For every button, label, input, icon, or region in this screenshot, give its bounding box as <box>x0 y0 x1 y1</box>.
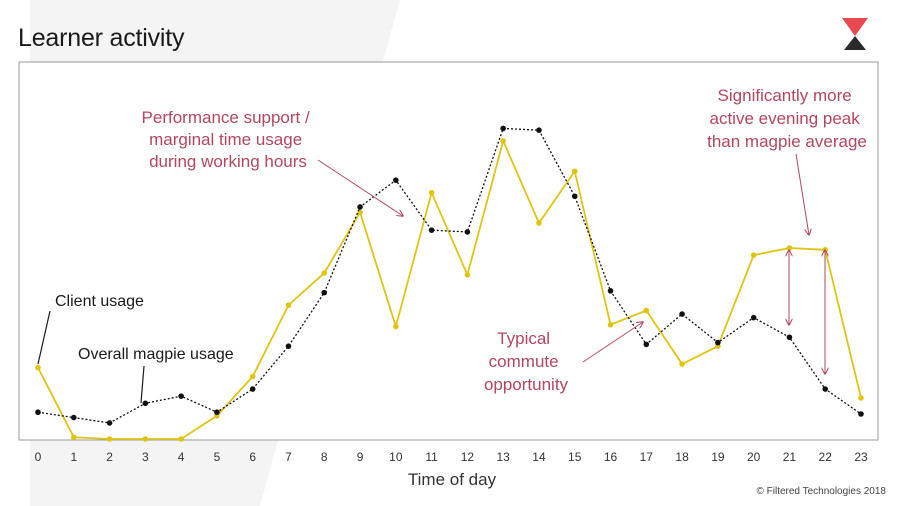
client-usage-point-17 <box>643 307 650 314</box>
client-usage-line <box>37 138 862 440</box>
x-axis-title: Time of day <box>408 470 497 489</box>
overall-usage-label: Overall magpie usage <box>78 346 234 363</box>
x-tick-label-8: 8 <box>321 450 328 464</box>
overall-magpie-usage-point-14 <box>536 127 542 133</box>
x-tick-label-18: 18 <box>675 450 689 464</box>
overall-magpie-usage-line <box>37 127 862 424</box>
overall-magpie-usage-point-12 <box>464 229 471 235</box>
performance-arrow <box>317 159 403 216</box>
client-usage-point-7 <box>285 302 292 308</box>
evening-line-1: Significantly more <box>718 86 852 105</box>
x-tick-label-21: 21 <box>783 450 797 464</box>
overall-magpie-usage-point-9 <box>357 204 363 210</box>
overall-magpie-usage-point-21 <box>786 334 793 341</box>
x-tick-label-9: 9 <box>357 450 364 464</box>
overall-magpie-usage-point-20 <box>750 314 757 321</box>
client-usage-point-12 <box>464 271 471 278</box>
overall-magpie-usage-point-18 <box>679 311 685 317</box>
client-usage-point-6 <box>249 373 256 380</box>
x-tick-label-16: 16 <box>604 450 618 464</box>
x-tick-label-20: 20 <box>747 450 761 464</box>
commute-line-1: Typical <box>497 329 550 348</box>
x-tick-label-7: 7 <box>285 450 292 464</box>
client-usage-pointer <box>37 310 51 365</box>
client-usage-point-18 <box>679 361 685 367</box>
x-tick-label-1: 1 <box>70 450 77 464</box>
x-tick-label-15: 15 <box>568 450 582 464</box>
overall-magpie-usage-point-6 <box>249 386 256 392</box>
copyright-notice: © Filtered Technologies 2018 <box>756 486 887 497</box>
evening-line-2: active evening peak <box>709 109 860 128</box>
client-usage-point-2 <box>106 436 113 442</box>
overall-magpie-usage-point-0 <box>35 409 41 416</box>
filtered-logo-icon <box>842 18 868 50</box>
client-usage-point-14 <box>536 220 542 226</box>
commute-annotation: Typical commute opportunity <box>484 329 569 394</box>
client-usage-point-13 <box>500 138 506 144</box>
client-usage-point-10 <box>393 323 399 330</box>
client-usage-point-3 <box>142 436 149 442</box>
x-tick-label-5: 5 <box>214 450 221 464</box>
x-tick-label-6: 6 <box>249 450 256 464</box>
performance-line-2: marginal time usage <box>149 130 302 149</box>
commute-line-3: opportunity <box>484 375 569 394</box>
x-tick-label-10: 10 <box>389 450 403 464</box>
x-tick-label-23: 23 <box>854 450 868 464</box>
x-tick-label-0: 0 <box>35 450 42 464</box>
client-usage-point-4 <box>178 436 184 442</box>
client-usage-point-20 <box>750 252 757 258</box>
x-tick-label-4: 4 <box>178 450 185 464</box>
evening-arrow <box>795 153 809 235</box>
overall-magpie-usage-point-1 <box>70 414 77 421</box>
x-tick-label-11: 11 <box>425 450 438 464</box>
client-usage-point-0 <box>35 364 41 371</box>
commute-line-2: commute <box>489 352 559 371</box>
performance-line-1: Performance support / <box>142 108 310 127</box>
x-tick-label-17: 17 <box>640 450 654 464</box>
client-usage-point-16 <box>607 321 614 328</box>
overall-magpie-usage-point-15 <box>571 193 578 200</box>
x-tick-label-14: 14 <box>532 450 546 464</box>
x-tick-label-19: 19 <box>711 450 725 464</box>
client-usage-point-1 <box>70 434 77 441</box>
overall-magpie-usage-point-2 <box>106 420 113 426</box>
evening-line-3: than magpie average <box>707 132 867 151</box>
overall-magpie-usage-point-19 <box>715 339 721 346</box>
client-usage-point-15 <box>571 168 578 175</box>
overall-magpie-usage-point-22 <box>822 386 829 392</box>
plot-frame <box>18 61 879 441</box>
overall-magpie-usage-point-4 <box>178 393 184 399</box>
client-usage-point-23 <box>858 395 864 401</box>
overall-magpie-usage-point-17 <box>643 341 650 348</box>
x-tick-label-13: 13 <box>496 450 510 464</box>
overall-usage-pointer <box>140 365 145 404</box>
performance-annotation: Performance support / marginal time usag… <box>142 108 315 171</box>
x-tick-label-12: 12 <box>461 450 475 464</box>
client-usage-point-11 <box>428 189 435 196</box>
overall-magpie-usage-point-16 <box>607 288 614 294</box>
overall-magpie-usage-point-7 <box>285 343 292 349</box>
commute-arrow <box>582 322 643 363</box>
page-title: Learner activity <box>18 24 185 52</box>
x-tick-label-22: 22 <box>819 450 833 464</box>
overall-magpie-usage-point-11 <box>428 227 435 233</box>
client-usage-point-21 <box>786 245 793 251</box>
overall-magpie-usage-point-23 <box>858 411 864 417</box>
client-usage-point-8 <box>321 270 328 276</box>
overall-magpie-usage-point-10 <box>393 177 399 183</box>
x-tick-label-2: 2 <box>106 450 113 464</box>
overall-magpie-usage-point-3 <box>142 400 149 407</box>
overall-magpie-usage-point-13 <box>500 125 506 132</box>
overall-magpie-usage-point-8 <box>321 289 328 296</box>
evening-annotation: Significantly more active evening peak t… <box>707 86 867 151</box>
x-tick-label-3: 3 <box>142 450 149 464</box>
performance-line-3: during working hours <box>149 152 307 171</box>
client-usage-label: Client usage <box>55 293 144 310</box>
overall-magpie-usage-point-5 <box>214 409 220 416</box>
